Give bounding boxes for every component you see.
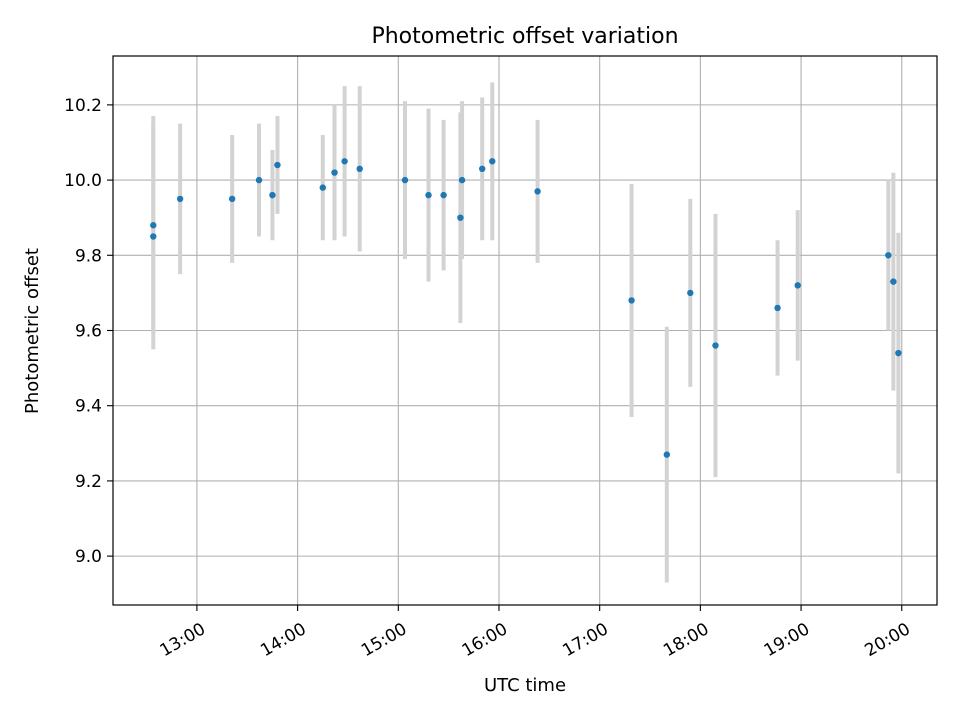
data-point	[425, 191, 432, 199]
y-tick-label: 9.8	[75, 246, 102, 266]
y-axis-label: Photometric offset	[22, 248, 43, 414]
data-point	[341, 158, 348, 165]
data-point	[687, 289, 694, 297]
y-tick-label: 9.2	[75, 472, 102, 492]
data-point	[228, 195, 236, 203]
x-axis-ticks: 13:00 14:00 15:00 16:00 17:00 18:00 19:00 20:00	[157, 605, 914, 661]
y-tick-label: 9.0	[75, 547, 102, 567]
data-point	[150, 222, 157, 229]
data-point	[255, 176, 263, 184]
y-axis-ticks: 9.0 9.2 9.4 9.6 9.8 10.0 10.2	[64, 96, 113, 567]
data-point	[356, 165, 363, 173]
data-point	[774, 304, 781, 312]
data-point	[457, 214, 464, 221]
data-point	[895, 349, 902, 357]
x-tick-label: 18:00	[660, 619, 712, 661]
data-point	[885, 252, 892, 259]
data-point	[628, 297, 635, 304]
data-point	[489, 158, 496, 165]
x-tick-label: 16:00	[459, 619, 511, 661]
x-tick-label: 17:00	[559, 619, 611, 661]
y-tick-label: 9.6	[75, 322, 102, 342]
data-point	[150, 233, 157, 240]
data-point	[176, 195, 184, 203]
y-tick-label: 10.2	[64, 96, 102, 116]
error-bars	[151, 82, 901, 583]
x-tick-label: 15:00	[358, 619, 410, 661]
data-point	[319, 184, 326, 191]
y-tick-label: 9.4	[75, 397, 102, 417]
data-points	[150, 158, 902, 458]
data-point	[331, 169, 338, 176]
data-point	[534, 188, 541, 195]
data-point	[401, 176, 409, 184]
data-point	[440, 191, 447, 199]
data-point	[274, 161, 281, 169]
grid	[113, 56, 937, 605]
x-axis-label: UTC time	[484, 675, 566, 696]
data-point	[794, 282, 801, 289]
y-tick-label: 10.0	[64, 171, 102, 191]
x-tick-label: 20:00	[861, 619, 913, 661]
x-tick-label: 13:00	[157, 619, 209, 661]
x-tick-label: 14:00	[257, 619, 309, 661]
data-point	[479, 165, 486, 173]
data-point	[458, 176, 466, 184]
data-point	[663, 451, 671, 458]
data-point	[712, 342, 719, 349]
chart-title: Photometric offset variation	[371, 24, 678, 49]
data-point	[269, 191, 276, 199]
data-point	[890, 278, 897, 285]
x-tick-label: 19:00	[761, 619, 813, 661]
